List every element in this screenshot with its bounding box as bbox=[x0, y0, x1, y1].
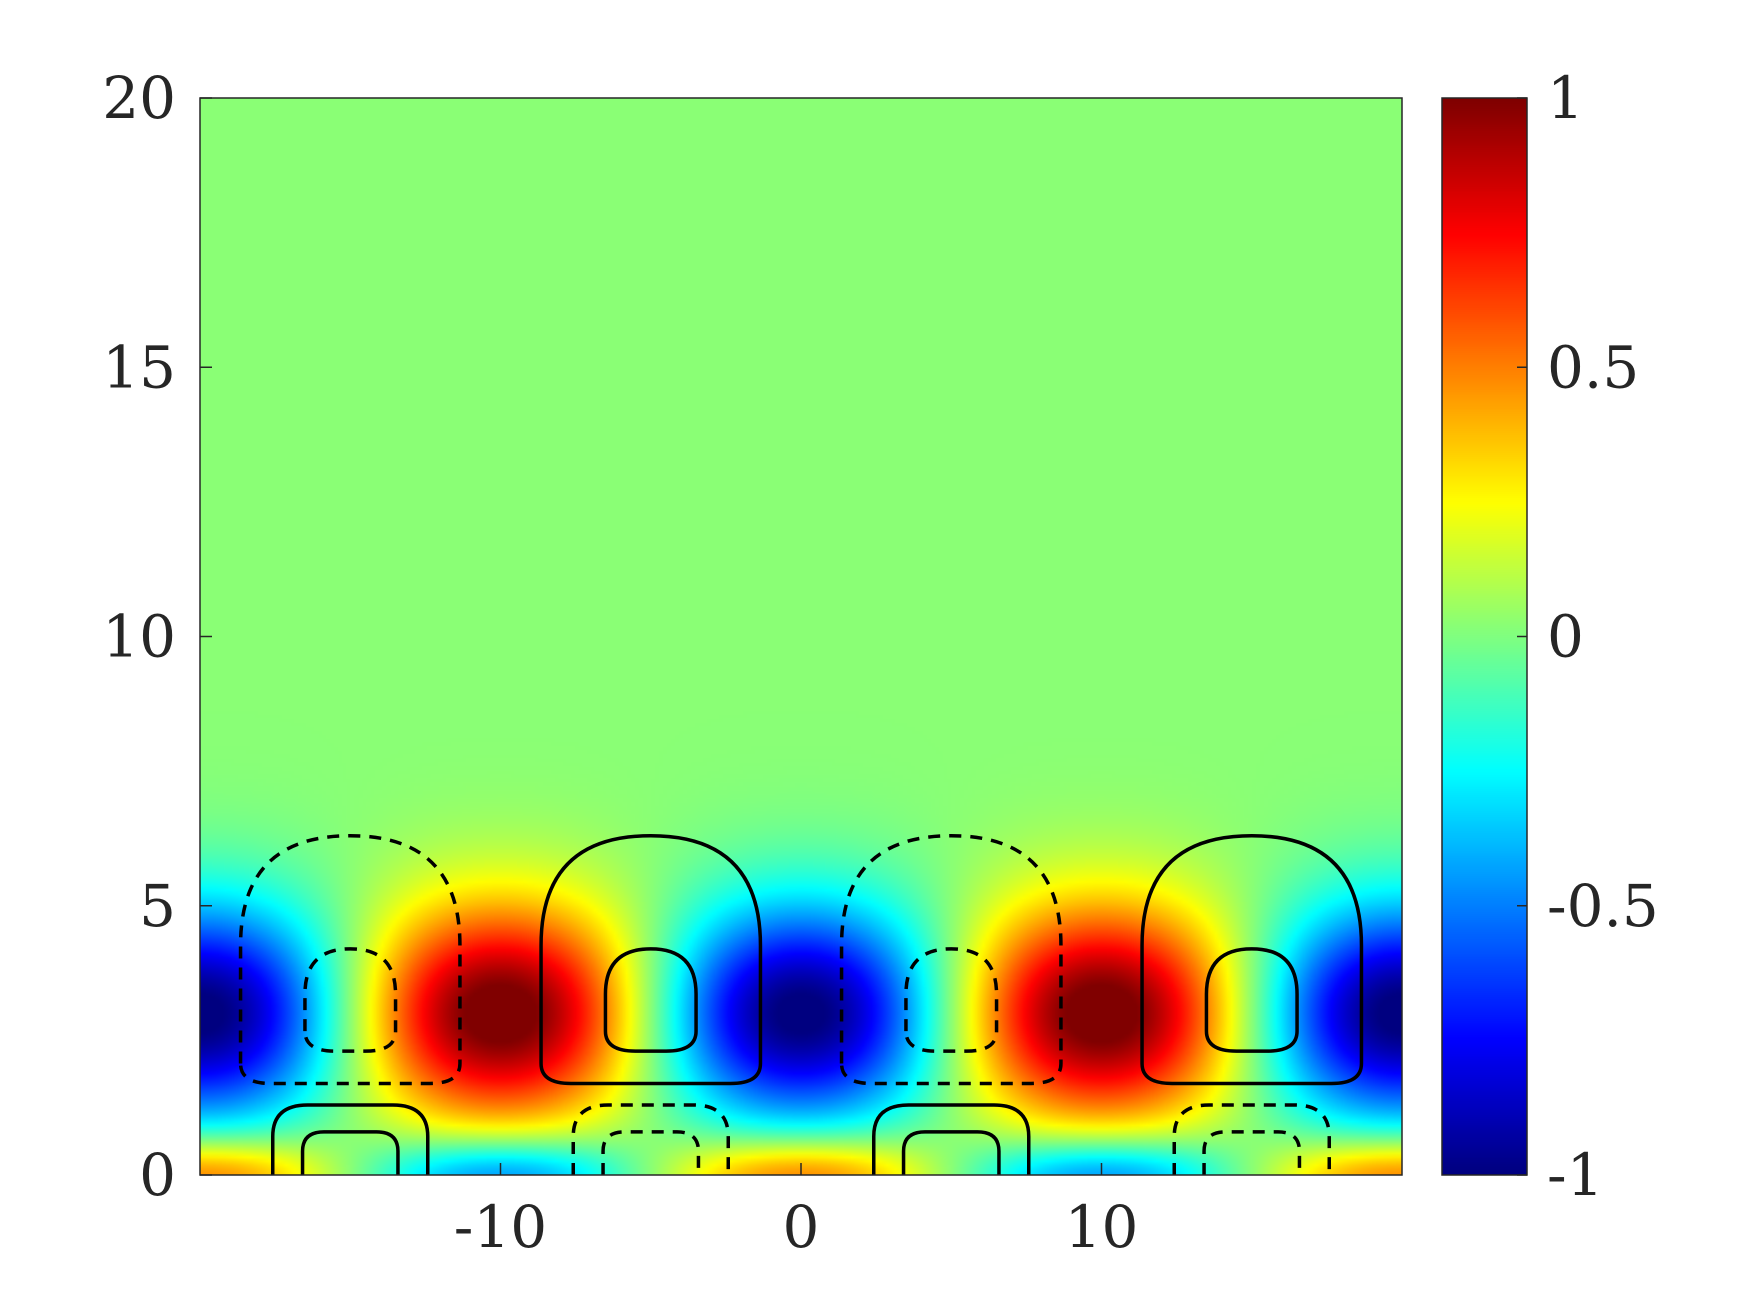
y-tick-label: 10 bbox=[102, 603, 176, 671]
contour-negative-outer-lower bbox=[571, 1103, 731, 1175]
colorbar-tick-label: -0.5 bbox=[1547, 872, 1659, 940]
contour-negative-inner-lower-repeat bbox=[1202, 1130, 1302, 1175]
y-tick-label: 0 bbox=[139, 1141, 176, 1209]
contour-positive-outer-lower-repeat bbox=[871, 1103, 1031, 1175]
y-tick-label: 5 bbox=[139, 872, 176, 940]
colorbar-tick-label: -1 bbox=[1547, 1141, 1604, 1209]
y-tick-label: 20 bbox=[102, 64, 176, 132]
colorbar-tick-label: 0 bbox=[1547, 603, 1584, 671]
contour-negative-inner-upper bbox=[303, 947, 398, 1053]
y-tick-label: 15 bbox=[102, 333, 176, 401]
contour-negative-outer-upper-repeat bbox=[839, 833, 1063, 1086]
colorbar: -1 -0.5 0 0.5 1 bbox=[1441, 64, 1659, 1209]
contour-positive-inner-lower bbox=[300, 1130, 400, 1175]
contour-positive-inner-upper bbox=[603, 947, 698, 1053]
x-tick-label: 0 bbox=[783, 1193, 820, 1261]
contour-positive-outer-upper-repeat bbox=[1140, 833, 1364, 1086]
heatmap-plot-area bbox=[199, 97, 1403, 1176]
heatmap-field bbox=[200, 98, 1402, 1175]
contour-negative-outer-lower-repeat bbox=[1172, 1103, 1332, 1175]
colorbar-tick-label: 0.5 bbox=[1547, 333, 1639, 401]
contour-negative-inner-lower bbox=[601, 1130, 701, 1175]
colorbar-gradient bbox=[1442, 98, 1527, 1175]
contour-positive-inner-upper-repeat bbox=[1204, 947, 1299, 1053]
x-tick-label: 10 bbox=[1065, 1193, 1139, 1261]
contour-negative-outer-upper bbox=[238, 833, 462, 1086]
contour-negative-inner-upper-repeat bbox=[904, 947, 999, 1053]
x-tick-label: -10 bbox=[454, 1193, 547, 1261]
y-axis: 0 5 10 15 20 bbox=[102, 64, 212, 1209]
x-axis: -10 0 10 bbox=[454, 1163, 1139, 1261]
contour-positive-outer-upper bbox=[539, 833, 763, 1086]
contour-positive-inner-lower-repeat bbox=[901, 1130, 1001, 1175]
contour-lines bbox=[238, 833, 1364, 1175]
contour-positive-outer-lower bbox=[270, 1103, 430, 1175]
colorbar-ticks: -1 -0.5 0 0.5 1 bbox=[1517, 64, 1659, 1209]
colorbar-tick-label: 1 bbox=[1547, 64, 1584, 132]
